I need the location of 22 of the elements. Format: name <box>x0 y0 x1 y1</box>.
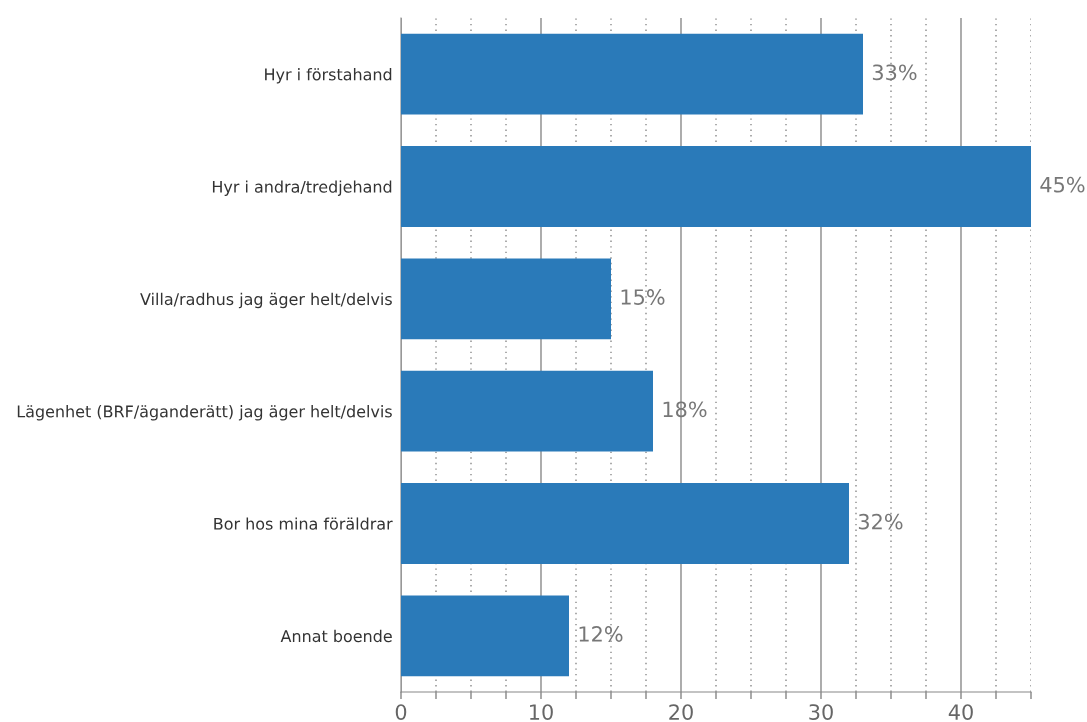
bar <box>401 33 863 115</box>
bar <box>401 595 569 677</box>
data-label: 33% <box>872 64 917 81</box>
y-tick-label: Annat boende <box>280 629 392 643</box>
data-label: 12% <box>579 626 623 642</box>
y-tick-label: Villa/radhus jag äger helt/delvis <box>140 292 392 309</box>
bar <box>401 258 611 340</box>
data-label: 15% <box>621 289 665 305</box>
data-label: 32% <box>858 513 903 530</box>
bar <box>401 370 653 452</box>
y-tick-label: Hyr i andra/tredjehand <box>212 180 392 196</box>
x-tick-label: 30 <box>809 704 833 720</box>
x-tick-label: 10 <box>530 704 553 720</box>
y-tick-label: Bor hos mina föräldrar <box>214 517 393 530</box>
x-tick-label: 0 <box>395 704 407 720</box>
data-label: 45% <box>1040 176 1085 193</box>
y-tick-label: Lägenhet (BRF/äganderätt) jag äger helt/delvis <box>17 405 392 421</box>
x-tick-label: 20 <box>669 704 693 720</box>
y-tick-label: Hyr i förstahand <box>265 68 392 84</box>
bar <box>401 483 849 564</box>
x-tick-label: 40 <box>948 704 973 720</box>
bar <box>401 146 1031 227</box>
